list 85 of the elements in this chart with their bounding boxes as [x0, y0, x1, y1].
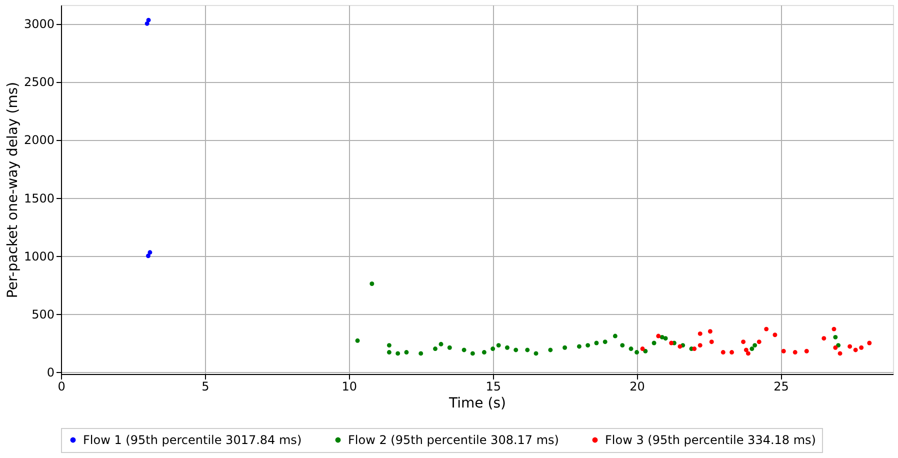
point	[404, 350, 409, 355]
y-tick-label: 3000	[24, 17, 54, 32]
point	[663, 336, 668, 341]
point	[386, 350, 392, 355]
point	[720, 350, 726, 355]
point	[730, 350, 734, 355]
point	[692, 346, 697, 352]
point	[447, 345, 452, 350]
point	[438, 342, 444, 346]
point	[698, 331, 702, 336]
point	[833, 345, 838, 350]
point	[867, 340, 872, 346]
point	[678, 344, 682, 349]
point	[396, 351, 400, 356]
point	[548, 348, 553, 352]
point	[698, 343, 702, 348]
point	[490, 346, 496, 352]
point	[482, 350, 486, 355]
y-tick-label: 1000	[24, 249, 54, 264]
point	[594, 340, 599, 346]
y-tick-label: 2500	[24, 75, 54, 90]
point	[656, 334, 661, 338]
point	[146, 18, 151, 22]
point	[355, 338, 360, 343]
point	[146, 254, 150, 258]
legend-label: Flow 2 (95th percentile 308.17 ms)	[348, 433, 559, 447]
point	[764, 326, 769, 332]
point	[612, 334, 618, 338]
legend-label: Flow 3 (95th percentile 334.18 ms)	[605, 433, 816, 447]
point	[752, 343, 758, 348]
y-tick-label: 0	[46, 366, 54, 380]
x-axis-title: Time (s)	[448, 396, 506, 412]
point	[576, 344, 582, 349]
point	[741, 340, 746, 344]
point	[832, 326, 836, 332]
point	[602, 340, 608, 344]
point	[833, 334, 838, 340]
point	[643, 348, 648, 354]
point	[746, 351, 750, 356]
point	[744, 348, 748, 352]
point	[370, 282, 374, 286]
point	[804, 348, 809, 354]
point	[750, 346, 754, 352]
point	[462, 348, 466, 352]
point	[418, 351, 424, 356]
x-tick-label: 15	[486, 380, 501, 394]
point	[562, 345, 568, 350]
point	[708, 329, 712, 334]
point	[822, 336, 826, 341]
point	[640, 346, 645, 352]
y-tick-label: 2000	[24, 133, 54, 148]
point	[652, 340, 656, 346]
y-tick-label: 1500	[24, 191, 54, 206]
x-tick-label: 0	[58, 380, 66, 394]
legend-label: Flow 1 (95th percentile 3017.84 ms)	[83, 433, 302, 447]
point	[525, 348, 530, 352]
y-axis-title: Per-packet one-way delay (ms)	[4, 82, 21, 298]
point	[634, 350, 640, 355]
point	[669, 340, 674, 346]
point	[470, 351, 475, 356]
point	[514, 348, 518, 352]
point	[148, 250, 152, 255]
y-tick-label: 500	[32, 307, 54, 322]
point	[586, 343, 590, 348]
point	[792, 350, 798, 355]
point	[709, 340, 714, 344]
point	[496, 343, 501, 348]
point	[504, 345, 510, 350]
point	[756, 340, 762, 344]
x-tick-label: 10	[342, 380, 358, 394]
point	[772, 332, 778, 338]
point	[620, 343, 625, 348]
point	[836, 343, 841, 348]
point	[534, 351, 538, 356]
point	[386, 343, 392, 348]
point	[433, 346, 438, 352]
point	[848, 344, 852, 349]
point	[628, 346, 634, 352]
point	[859, 345, 864, 350]
point	[853, 348, 858, 352]
point	[781, 348, 786, 354]
x-tick-label: 20	[630, 380, 645, 394]
x-tick-label: 5	[202, 380, 210, 394]
point	[838, 351, 842, 356]
x-tick-label: 25	[774, 380, 789, 394]
